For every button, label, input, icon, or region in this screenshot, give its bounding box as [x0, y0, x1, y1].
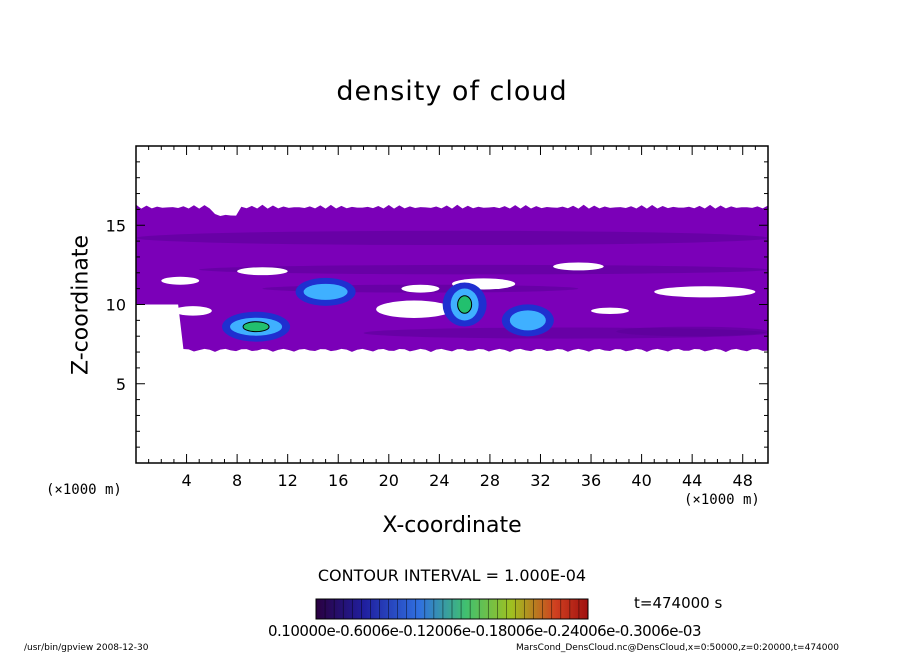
chart-title: density of cloud: [336, 76, 568, 107]
y-tick-label: 15: [106, 216, 126, 235]
x-axis-unit-right: (×1000 m): [684, 492, 760, 508]
density-peak: [457, 295, 473, 314]
density-streak: [616, 326, 768, 337]
x-tick-label: 32: [530, 471, 550, 490]
x-tick-label: 16: [328, 471, 348, 490]
y-tick-label: 5: [116, 375, 126, 394]
x-axis-unit-left: (×1000 m): [46, 482, 122, 498]
clear-air: [173, 306, 212, 316]
colorbar-labels: 0.10000e-0.6006e-0.12006e-0.18006e-0.240…: [268, 622, 702, 640]
clear-air: [237, 267, 288, 276]
contour-interval: CONTOUR INTERVAL = 1.000E-04: [317, 566, 587, 585]
x-tick-label: 12: [278, 471, 298, 490]
colorbar: [315, 598, 589, 620]
density-core: [303, 283, 348, 300]
x-tick-label: 36: [581, 471, 601, 490]
y-tick-label: 10: [106, 296, 126, 315]
footer-program: /usr/bin/gpview 2008-12-30: [24, 643, 149, 653]
x-tick-label: 44: [682, 471, 702, 490]
clear-air: [161, 276, 200, 285]
y-axis-label: Z-coordinate: [68, 235, 94, 375]
x-tick-label: 28: [480, 471, 500, 490]
density-peak: [242, 321, 270, 333]
x-tick-label: 48: [733, 471, 753, 490]
density-core: [509, 310, 546, 331]
x-tick-label: 4: [181, 471, 191, 490]
clear-air: [654, 286, 756, 298]
clear-air: [553, 262, 604, 271]
x-tick-label: 40: [631, 471, 651, 490]
footer-source: MarsCond_DensCloud.nc@DensCloud,x=0:5000…: [516, 643, 839, 653]
clear-air: [376, 300, 452, 318]
x-axis-label: X-coordinate: [382, 513, 522, 538]
x-tick-label: 8: [232, 471, 242, 490]
x-tick-label: 24: [429, 471, 449, 490]
time-label: t=474000 s: [634, 594, 723, 612]
cloud-density-field: [136, 204, 768, 353]
clear-air: [591, 307, 629, 315]
density-streak: [136, 230, 768, 246]
density-streak: [199, 264, 768, 275]
clear-air: [401, 284, 440, 293]
x-tick-label: 20: [379, 471, 399, 490]
